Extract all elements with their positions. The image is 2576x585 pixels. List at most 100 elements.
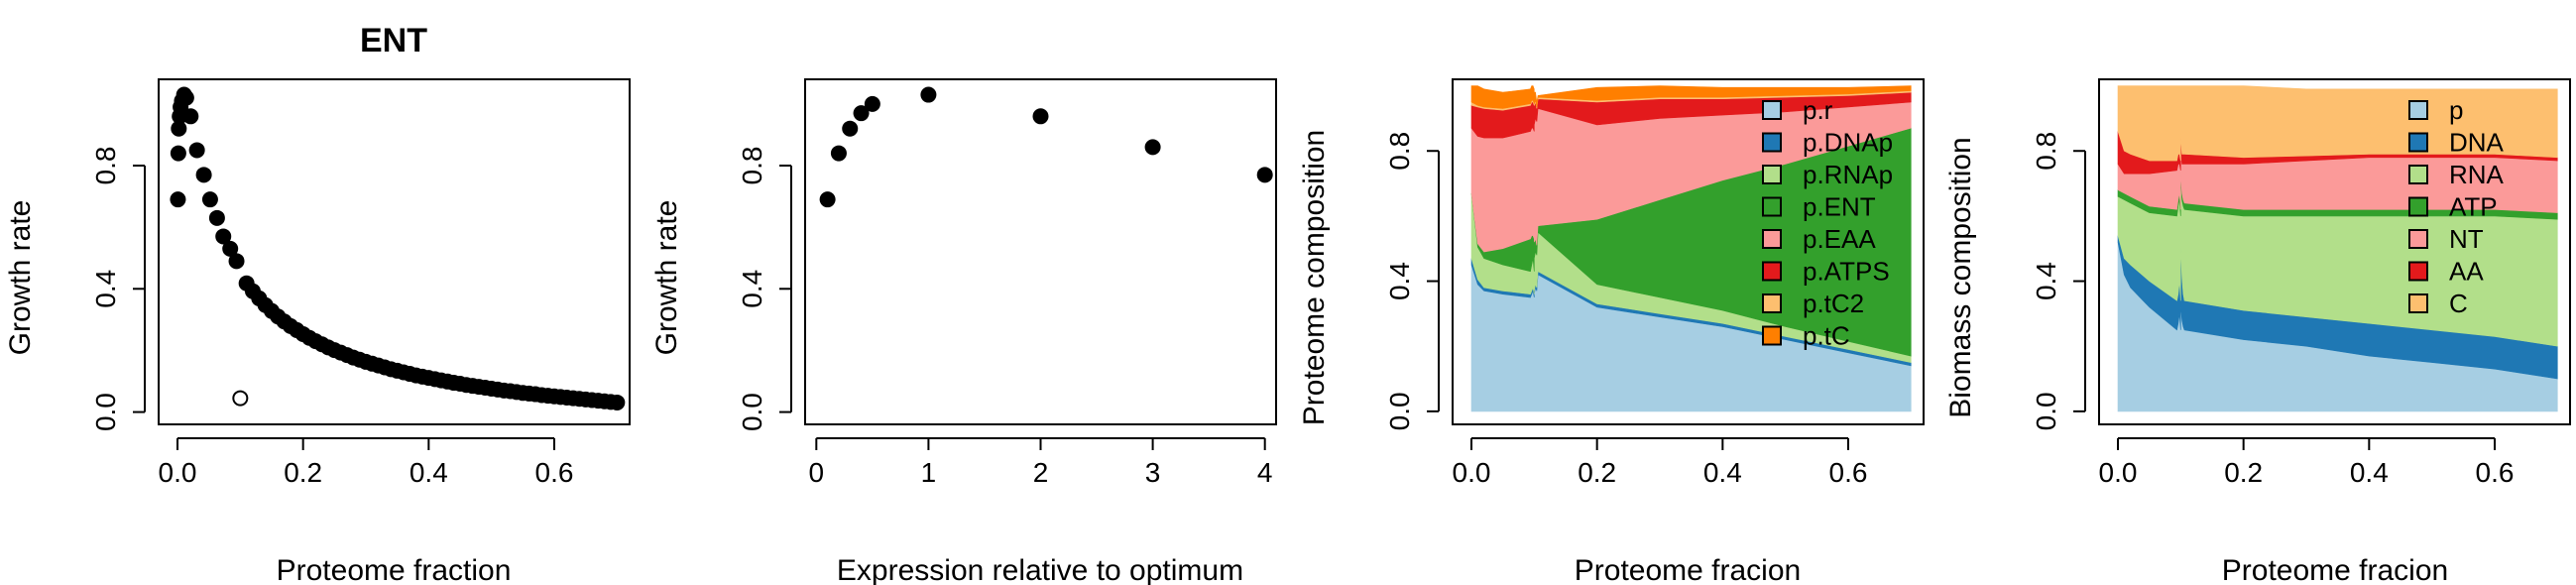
legend-swatch	[2408, 100, 2428, 120]
area-band-c	[2117, 85, 2558, 162]
growth-vs-expression-panel: Expression relative to optimum Growth ra…	[650, 78, 1277, 585]
y-tick-label: 0.0	[737, 393, 767, 431]
legend-label: p.tC2	[1803, 289, 1864, 318]
y-tick-label: 0.4	[90, 270, 121, 308]
legend-swatch	[1762, 100, 1782, 120]
legend-label: p.DNAp	[1803, 128, 1893, 158]
data-point	[171, 120, 187, 137]
legend-label: p.ENT	[1803, 192, 1876, 222]
legend-swatch	[2408, 261, 2428, 282]
legend-swatch	[1762, 229, 1782, 249]
legend-swatch	[1762, 196, 1782, 217]
data-point	[182, 108, 199, 125]
legend-swatch	[1762, 325, 1782, 346]
x-axis-label: Proteome fracion	[1575, 554, 1801, 585]
x-tick-label: 0.4	[1703, 457, 1742, 488]
x-tick-label: 0.4	[410, 457, 448, 488]
legend-label: p.ATPS	[1803, 257, 1890, 287]
data-point	[609, 394, 626, 410]
legend-label: p.r	[1803, 95, 1833, 125]
legend-swatch	[1762, 132, 1782, 153]
x-tick-label: 1	[921, 457, 937, 488]
data-point	[208, 209, 225, 226]
x-axis-label: Proteome fraction	[277, 554, 512, 585]
x-tick-label: 0.6	[2476, 457, 2515, 488]
data-point	[1144, 139, 1161, 156]
data-point	[842, 120, 859, 137]
plot-frame	[804, 78, 1277, 425]
x-tick-label: 0.2	[2224, 457, 2263, 488]
legend-label: p.RNAp	[1803, 160, 1893, 189]
y-axis-label: Growth rate	[4, 200, 37, 356]
legend-label: p.tC	[1803, 321, 1850, 351]
legend-label: ATP	[2449, 192, 2498, 222]
y-tick-label: 0.8	[90, 147, 121, 185]
x-tick-label: 0.0	[1453, 457, 1491, 488]
data-point	[830, 145, 847, 162]
data-point	[215, 228, 232, 245]
data-point	[1032, 108, 1049, 125]
legend-swatch	[1762, 261, 1782, 282]
x-tick-label: 0.2	[284, 457, 322, 488]
area-band-p-tc	[1470, 85, 1912, 109]
data-point	[170, 191, 186, 208]
x-tick-label: 0.0	[2099, 457, 2138, 488]
y-tick-label: 0.0	[2031, 392, 2061, 430]
proteome-composition-panel: Proteome fracion Proteome composition 0.…	[1298, 78, 1925, 585]
data-point	[1256, 167, 1273, 183]
data-point	[177, 89, 194, 106]
x-tick-label: 0.6	[1829, 457, 1868, 488]
x-tick-label: 0.4	[2350, 457, 2389, 488]
data-point-open	[232, 390, 249, 407]
legend-swatch	[2408, 132, 2428, 153]
legend-swatch	[2408, 196, 2428, 217]
x-axis-label: Expression relative to optimum	[837, 554, 1243, 585]
legend-swatch	[2408, 229, 2428, 249]
plot-frame	[2098, 78, 2571, 425]
y-axis-label: Proteome composition	[1298, 130, 1331, 425]
y-tick-label: 0.0	[1384, 392, 1415, 430]
x-tick-label: 0	[809, 457, 825, 488]
legend-swatch	[2408, 293, 2428, 313]
y-tick-label: 0.4	[2031, 262, 2061, 300]
y-tick-label: 0.0	[90, 393, 121, 431]
data-point	[864, 95, 880, 112]
x-axis-label: Proteome fracion	[2222, 554, 2448, 585]
data-point	[228, 253, 245, 270]
plot-frame	[158, 78, 631, 425]
legend-label: NT	[2449, 224, 2484, 254]
data-point	[819, 191, 836, 208]
x-tick-label: 4	[1257, 457, 1273, 488]
legend-label: p	[2449, 95, 2463, 125]
legend-label: C	[2449, 289, 2468, 318]
x-tick-label: 0.2	[1578, 457, 1616, 488]
biomass-composition-panel: Proteome fracion Biomass composition 0.0…	[1944, 78, 2571, 585]
x-tick-label: 2	[1033, 457, 1049, 488]
y-tick-label: 0.8	[737, 147, 767, 185]
data-point	[222, 240, 239, 257]
growth-vs-fraction-panel: ENT Proteome fraction Growth rate 0.0 0.2…	[4, 22, 631, 585]
data-point	[188, 142, 205, 159]
legend-label: DNA	[2449, 128, 2505, 158]
x-tick-label: 3	[1145, 457, 1161, 488]
legend-label: AA	[2449, 257, 2484, 287]
legend-swatch	[1762, 293, 1782, 313]
data-point	[920, 86, 937, 103]
legend-label: RNA	[2449, 160, 2505, 189]
data-point	[170, 145, 186, 162]
legend-swatch	[2408, 165, 2428, 184]
data-point	[195, 167, 212, 183]
y-tick-label: 0.8	[1384, 132, 1415, 171]
y-tick-label: 0.4	[737, 270, 767, 308]
data-point	[201, 191, 218, 208]
data-point	[853, 105, 870, 122]
y-axis-label: Biomass composition	[1944, 137, 1977, 417]
legend-swatch	[1762, 165, 1782, 184]
legend-label: p.EAA	[1803, 224, 1876, 254]
y-tick-label: 0.4	[1384, 262, 1415, 300]
x-tick-label: 0.0	[159, 457, 197, 488]
y-tick-label: 0.8	[2031, 132, 2061, 171]
